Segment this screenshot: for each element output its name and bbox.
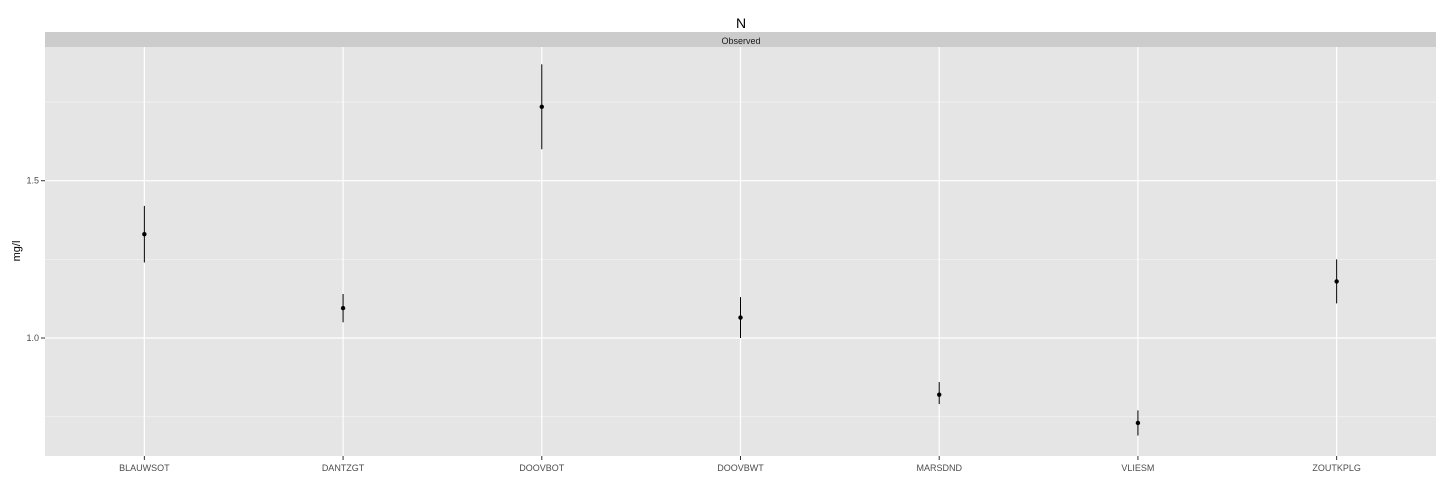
y-axis-ticks: 1.0 1.5 xyxy=(26,176,45,343)
data-point xyxy=(1334,279,1339,284)
x-tick-label: DANTZGT xyxy=(322,463,365,473)
chart-title: N xyxy=(736,15,746,31)
x-tick-label: VLIESM xyxy=(1121,463,1154,473)
y-tick-label: 1.0 xyxy=(26,333,39,343)
x-tick-label: BLAUWSOT xyxy=(119,463,170,473)
data-point xyxy=(539,104,544,109)
x-tick-label: DOOVBOT xyxy=(519,463,565,473)
facet-strip xyxy=(45,32,1436,47)
y-axis-title: mg/l xyxy=(11,241,23,262)
y-tick-label: 1.5 xyxy=(26,176,39,186)
data-point xyxy=(937,392,942,397)
x-tick-label: DOOVBWT xyxy=(717,463,764,473)
x-tick-label: MARSDND xyxy=(916,463,962,473)
data-point xyxy=(1135,420,1141,426)
x-tick-label: ZOUTKPLG xyxy=(1312,463,1361,473)
data-point xyxy=(738,315,743,320)
data-point xyxy=(340,305,346,311)
x-axis-ticks: BLAUWSOT DANTZGT DOOVBOT DOOVBWT MARSDND VLIE… xyxy=(119,456,1361,473)
facet-strip-label: Observed xyxy=(721,36,760,46)
data-point xyxy=(142,231,147,237)
data-marks xyxy=(142,64,1339,436)
